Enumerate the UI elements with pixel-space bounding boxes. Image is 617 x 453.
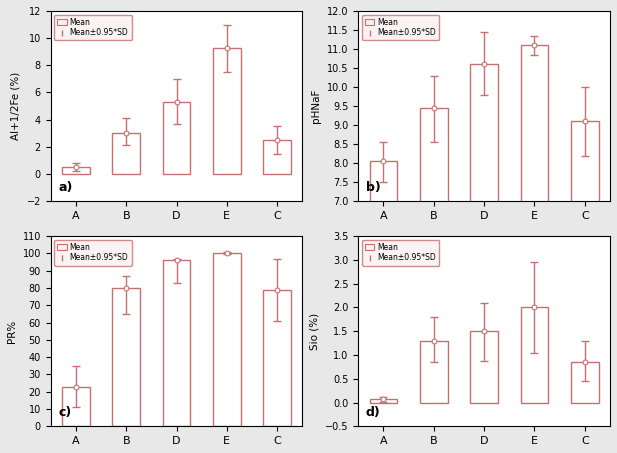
- Point: [429, 337, 439, 344]
- Text: d): d): [366, 406, 381, 419]
- Point: [379, 158, 389, 165]
- Bar: [521, 45, 549, 453]
- Bar: [370, 399, 397, 403]
- Bar: [470, 64, 498, 453]
- Point: [71, 164, 81, 171]
- Point: [71, 383, 81, 390]
- Bar: [163, 260, 191, 426]
- Text: b): b): [366, 181, 381, 193]
- Bar: [213, 48, 241, 174]
- Legend: Mean, Mean±0.95*SD: Mean, Mean±0.95*SD: [54, 15, 131, 40]
- Point: [529, 42, 539, 49]
- Point: [479, 61, 489, 68]
- Bar: [62, 167, 89, 174]
- Bar: [521, 308, 549, 403]
- Y-axis label: PR%: PR%: [7, 319, 17, 343]
- Bar: [420, 108, 448, 453]
- Bar: [420, 341, 448, 403]
- Point: [122, 130, 131, 137]
- Y-axis label: Sio (%): Sio (%): [309, 313, 320, 350]
- Point: [222, 250, 232, 257]
- Y-axis label: Al+1/2Fe (%): Al+1/2Fe (%): [11, 72, 21, 140]
- Point: [429, 104, 439, 111]
- Bar: [263, 289, 291, 426]
- Legend: Mean, Mean±0.95*SD: Mean, Mean±0.95*SD: [362, 240, 439, 265]
- Point: [172, 98, 181, 106]
- Bar: [370, 161, 397, 453]
- Legend: Mean, Mean±0.95*SD: Mean, Mean±0.95*SD: [54, 240, 131, 265]
- Point: [272, 136, 282, 144]
- Point: [122, 284, 131, 292]
- Point: [580, 358, 590, 366]
- Bar: [263, 140, 291, 174]
- Bar: [571, 362, 598, 403]
- Bar: [62, 386, 89, 426]
- Bar: [163, 102, 191, 174]
- Bar: [112, 288, 140, 426]
- Point: [580, 118, 590, 125]
- Bar: [213, 253, 241, 426]
- Point: [479, 328, 489, 335]
- Bar: [571, 121, 598, 453]
- Point: [272, 286, 282, 293]
- Point: [222, 44, 232, 51]
- Bar: [112, 133, 140, 174]
- Point: [379, 395, 389, 403]
- Text: a): a): [58, 181, 73, 193]
- Y-axis label: pHNaF: pHNaF: [312, 89, 321, 123]
- Text: c): c): [58, 406, 72, 419]
- Legend: Mean, Mean±0.95*SD: Mean, Mean±0.95*SD: [362, 15, 439, 40]
- Point: [529, 304, 539, 311]
- Point: [172, 257, 181, 264]
- Bar: [470, 331, 498, 403]
